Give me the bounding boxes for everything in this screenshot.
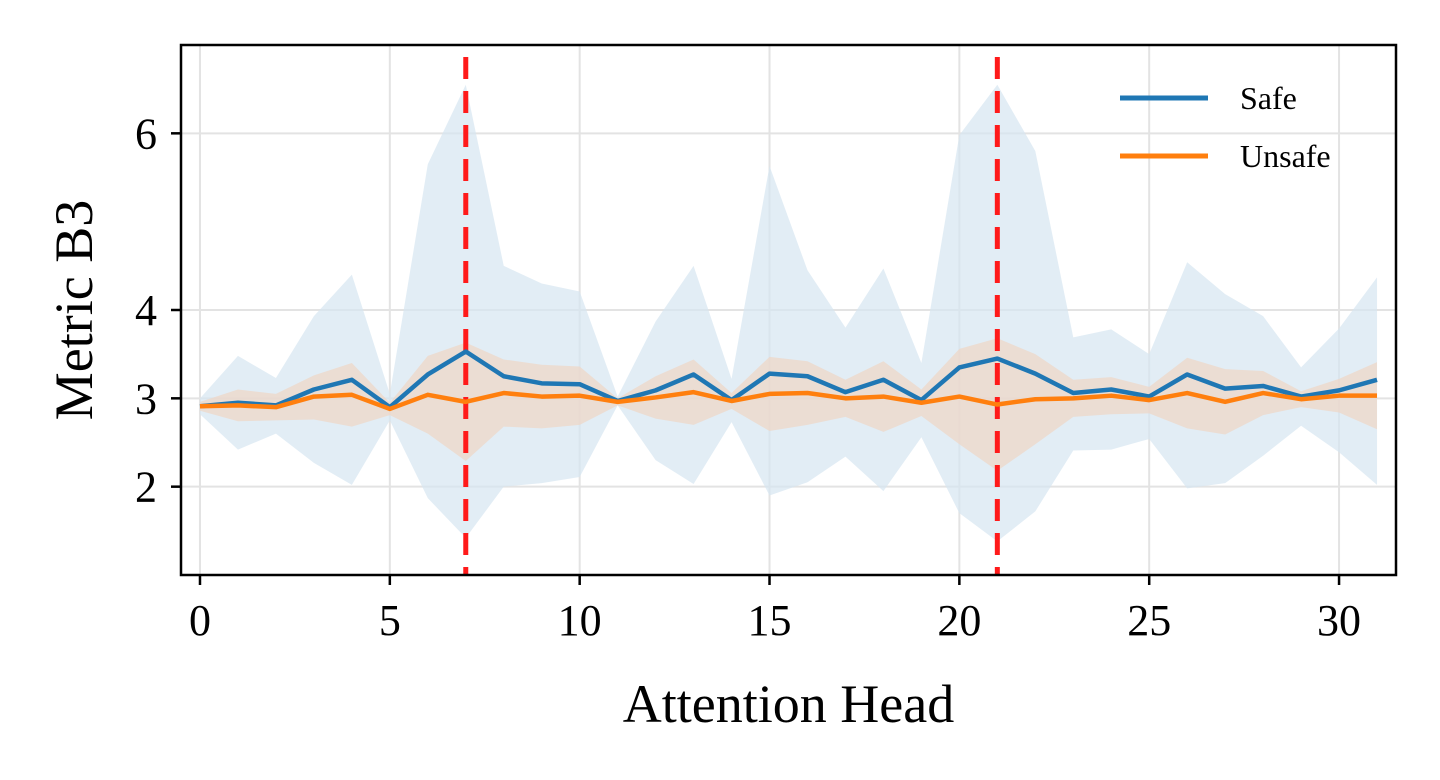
series-line-safe: [199, 349, 1378, 410]
y-axis-label: Metric B3: [44, 200, 104, 420]
axis-ticks: 0 5 10 15 20 25 30 2 3 4 6: [135, 109, 1361, 645]
x-tick-label: 25: [1127, 596, 1171, 645]
x-tick-label: 10: [558, 596, 602, 645]
y-tick-label: 3: [135, 374, 157, 423]
legend-label-unsafe: Unsafe: [1240, 138, 1331, 174]
y-tick-label: 6: [135, 109, 157, 158]
legend: Safe Unsafe: [1120, 80, 1331, 174]
series-line-unsafe: [199, 389, 1378, 412]
series-lines: [199, 349, 1378, 412]
y-tick-label: 2: [135, 463, 157, 512]
y-tick-label: 4: [135, 286, 157, 335]
x-tick-label: 15: [748, 596, 792, 645]
band-safe: [199, 84, 1378, 542]
x-axis-label: Attention Head: [623, 674, 954, 734]
legend-label-safe: Safe: [1240, 80, 1297, 116]
x-tick-label: 0: [189, 596, 211, 645]
reference-lines: [463, 57, 1000, 575]
x-tick-label: 5: [379, 596, 401, 645]
x-tick-label: 30: [1317, 596, 1361, 645]
x-tick-label: 20: [937, 596, 981, 645]
confidence-bands: [199, 84, 1378, 542]
